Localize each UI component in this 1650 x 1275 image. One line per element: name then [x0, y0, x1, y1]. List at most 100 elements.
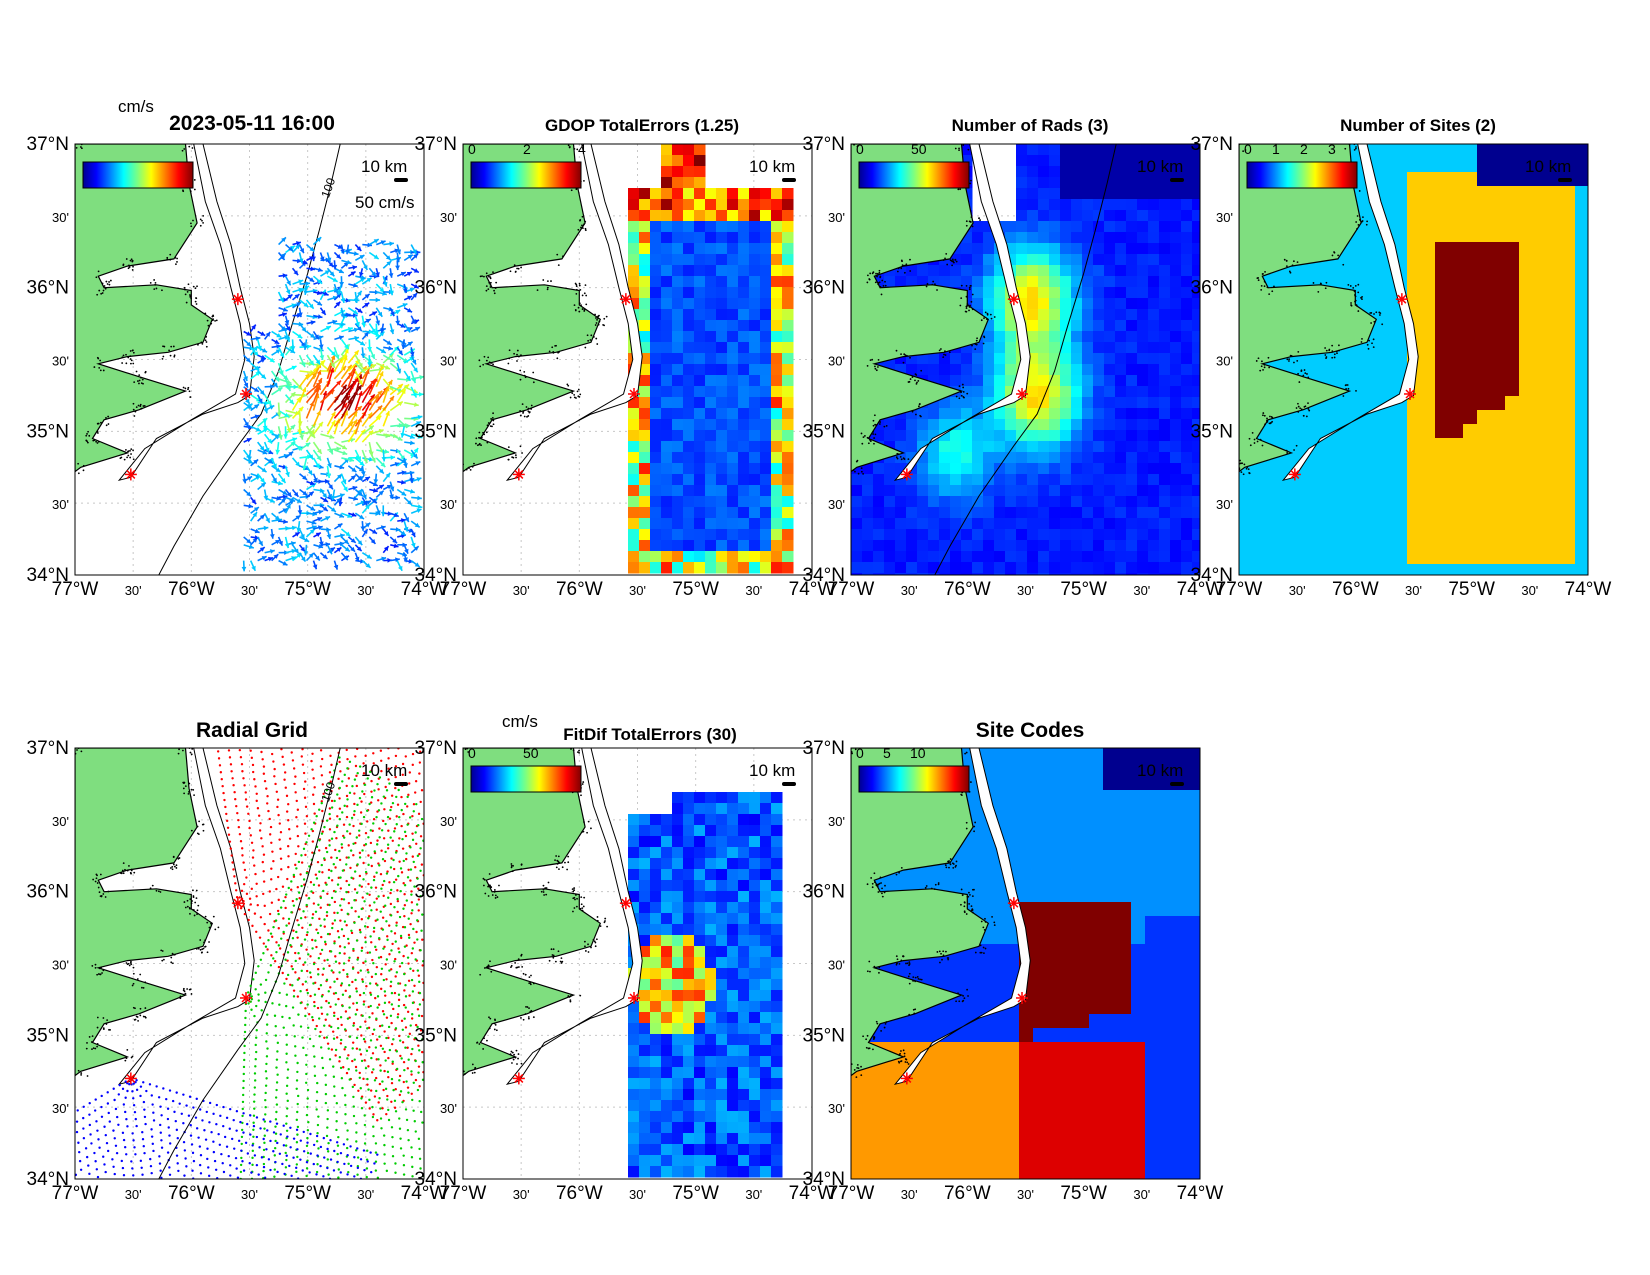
lat-tick-label: 35°N	[27, 421, 69, 442]
lat-tick-label: 34°N	[27, 565, 69, 586]
colorbar-tick: 2	[1300, 141, 1308, 157]
lon-tick-label: 30'	[125, 583, 142, 598]
lon-tick-label: 30'	[901, 1187, 918, 1202]
lon-tick-label: 30'	[1017, 583, 1034, 598]
lat-tick-label: 37°N	[27, 738, 69, 759]
svg-text:100: 100	[318, 176, 338, 200]
panel-title-vectors: 2023-05-11 16:00	[169, 112, 335, 135]
panel-number-of-sites: 0 1 2 3 10 km	[1238, 141, 1589, 576]
lon-tick-label: 30'	[745, 1187, 762, 1202]
lon-tick-label: 30'	[513, 583, 530, 598]
lon-tick-label: 77°W	[828, 579, 875, 600]
lon-tick-label: 30'	[1017, 1187, 1034, 1202]
lon-tick-label: 74°W	[1177, 1183, 1224, 1204]
panel-title-fitdif: FitDif TotalErrors (30)	[563, 725, 736, 744]
lat-tick-label: 37°N	[803, 738, 845, 759]
lat-tick-label: 30'	[828, 814, 845, 829]
lon-tick-label: 74°W	[1177, 579, 1224, 600]
lat-tick-label: 30'	[828, 497, 845, 512]
lon-tick-label: 76°W	[1332, 579, 1379, 600]
colorbar	[858, 765, 970, 793]
lon-tick-label: 75°W	[672, 1183, 719, 1204]
km-scale-label: 10 km	[1137, 157, 1183, 176]
lat-tick-label: 30'	[828, 1101, 845, 1116]
km-scale-label: 10 km	[361, 157, 407, 176]
km-scale-label: 10 km	[749, 157, 795, 176]
panel-site-codes: 0 5 10 10 km	[850, 745, 1201, 1180]
lon-tick-label: 74°W	[1565, 579, 1612, 600]
lon-tick-label: 30'	[1521, 583, 1538, 598]
lat-tick-label: 35°N	[803, 421, 845, 442]
lat-tick-label: 36°N	[27, 882, 69, 903]
lon-tick-label: 30'	[901, 583, 918, 598]
lat-tick-label: 30'	[52, 814, 69, 829]
colorbar-tick: 0	[856, 745, 864, 761]
lat-tick-label: 30'	[1216, 210, 1233, 225]
lat-tick-label: 36°N	[415, 278, 457, 299]
panel-title-nrads: Number of Rads (3)	[952, 116, 1109, 135]
lat-tick-label: 30'	[828, 958, 845, 973]
lon-tick-label: 74°W	[401, 579, 448, 600]
colorbar-tick: 50	[523, 745, 539, 761]
km-scale-label: 10 km	[1137, 761, 1183, 780]
lon-tick-label: 77°W	[440, 1183, 487, 1204]
lon-tick-label: 76°W	[944, 1183, 991, 1204]
lat-tick-label: 36°N	[415, 882, 457, 903]
lat-tick-label: 30'	[828, 210, 845, 225]
lon-tick-label: 75°W	[1448, 579, 1495, 600]
colorbar-tick: 0	[856, 141, 864, 157]
lat-tick-label: 35°N	[803, 1025, 845, 1046]
colorbar-tick: 3	[1328, 141, 1336, 157]
lat-tick-label: 30'	[52, 210, 69, 225]
lon-tick-label: 75°W	[672, 579, 719, 600]
radial-grid-points	[75, 748, 424, 1179]
lat-tick-label: 34°N	[803, 1169, 845, 1190]
lon-tick-label: 30'	[357, 1187, 374, 1202]
km-scale-label: 10 km	[361, 761, 407, 780]
colorbar-tick: 0	[468, 141, 476, 157]
colorbar-tick: 2	[523, 141, 531, 157]
lat-tick-label: 37°N	[1191, 134, 1233, 155]
lon-tick-label: 77°W	[440, 579, 487, 600]
lon-tick-label: 76°W	[168, 579, 215, 600]
lat-tick-label: 30'	[1216, 497, 1233, 512]
lon-tick-label: 77°W	[828, 1183, 875, 1204]
colorbar-tick: 50	[911, 141, 927, 157]
panel-title-nsites: Number of Sites (2)	[1340, 116, 1496, 135]
lon-tick-label: 30'	[629, 583, 646, 598]
lat-tick-label: 37°N	[415, 738, 457, 759]
panel-title-radial-grid: Radial Grid	[196, 719, 308, 742]
colorbar	[82, 161, 194, 189]
error-field	[628, 144, 794, 574]
panel-title-site-codes: Site Codes	[976, 719, 1085, 742]
lat-tick-label: 34°N	[1191, 565, 1233, 586]
lon-tick-label: 74°W	[789, 579, 836, 600]
colorbar-tick: 4	[578, 141, 586, 157]
header-unit-label: cm/s	[118, 97, 154, 116]
lat-tick-label: 30'	[1216, 354, 1233, 369]
lat-tick-label: 36°N	[803, 278, 845, 299]
lat-tick-label: 34°N	[415, 565, 457, 586]
lat-tick-label: 30'	[440, 210, 457, 225]
lat-tick-label: 30'	[52, 497, 69, 512]
lon-tick-label: 77°W	[52, 1183, 99, 1204]
km-scale-label: 10 km	[1525, 157, 1571, 176]
lon-tick-label: 30'	[125, 1187, 142, 1202]
colorbar	[858, 161, 970, 189]
lon-tick-label: 75°W	[284, 1183, 331, 1204]
panel-gdop: 0 2 4 10 km	[462, 141, 813, 576]
lat-tick-label: 36°N	[803, 882, 845, 903]
lon-tick-label: 30'	[241, 583, 258, 598]
lon-tick-label: 30'	[1405, 583, 1422, 598]
colorbar-tick: 5	[883, 745, 891, 761]
colorbar-tick: 1	[1272, 141, 1280, 157]
lat-tick-label: 30'	[440, 497, 457, 512]
panel-title-gdop: GDOP TotalErrors (1.25)	[545, 116, 739, 135]
lon-tick-label: 75°W	[1060, 1183, 1107, 1204]
colorbar-tick: 0	[468, 745, 476, 761]
error-field	[628, 792, 783, 1178]
lat-tick-label: 35°N	[415, 421, 457, 442]
lat-tick-label: 35°N	[1191, 421, 1233, 442]
